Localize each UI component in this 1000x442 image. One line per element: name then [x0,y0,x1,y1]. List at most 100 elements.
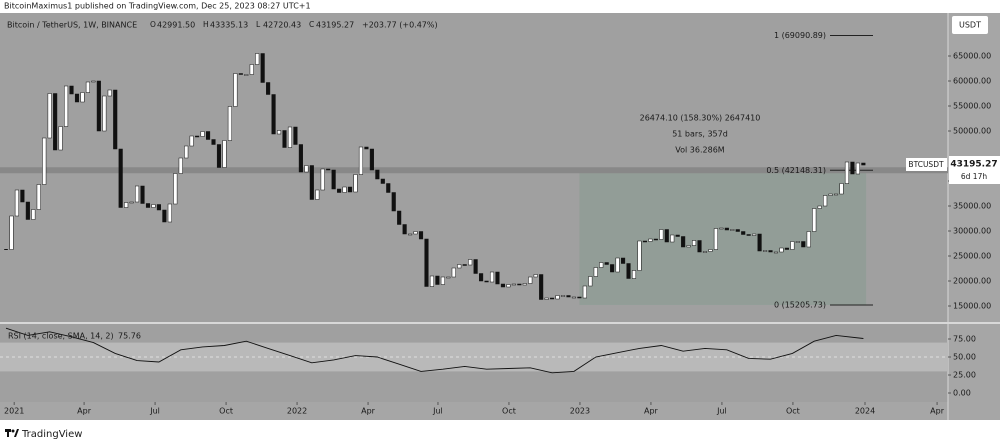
candle-body [582,285,587,299]
chart-layer: 1 (69090.89) 0.5 (42148.31) 0 (15205.73) 15… [0,31,991,416]
footer-brand: TradingView [21,429,82,440]
candle-body [446,276,451,279]
candle-body [424,238,429,287]
candle-body [664,229,669,243]
candle-body [588,276,593,287]
candle-body [315,189,320,200]
candle-body [260,53,265,83]
candle-body [304,165,309,173]
candle-body [571,296,576,299]
candle-body [342,186,347,193]
candle-body [287,126,293,148]
candle-body [124,202,129,208]
ticker-box [906,158,947,171]
candle-body [462,264,467,266]
candle-body [468,259,473,266]
candle-body [102,95,107,132]
x-tick-label: Apr [644,407,659,416]
candle-body [631,270,637,279]
candle-body [107,89,112,97]
candle-body [823,195,828,207]
x-tick-label: 2022 [287,407,307,416]
candle-body [238,73,243,75]
ohlc-key: C [309,20,314,29]
candle-body [566,295,571,298]
candle-body [255,53,260,65]
candle-body [697,240,702,253]
candle-body [408,233,413,236]
candle-body [642,240,647,243]
candle-body [353,174,358,193]
candle-body [20,189,25,203]
candle-body [577,296,582,299]
candle-body [162,209,167,223]
candle-body [118,148,123,208]
candle-body [648,238,653,242]
candle-body [216,144,222,168]
candle-body [309,165,314,200]
ohlc: O 42991.50 H 43335.13 L 42720.43 C 43195.27 +203… [150,20,438,30]
candle-body [692,240,697,246]
ohlc-change: +203.77 (+0.47%) [362,21,438,30]
y-tick-label: 50.00 [953,353,976,362]
candle-body [31,209,36,220]
candle-body [615,257,620,273]
byline: BitcoinMaximus1 published on TradingView… [4,2,311,11]
candle-body [724,227,729,231]
y-tick-label: 35000.00 [953,202,991,211]
candle-body [522,283,527,286]
y-tick-label: 20000.00 [953,277,991,286]
y-tick-label: 65000.00 [953,52,991,61]
candle-body [828,193,833,196]
candle-body [358,146,364,175]
candle-body [834,193,839,196]
candle-body [621,257,626,264]
ohlc-value: 42991.50 [157,21,195,30]
x-tick-label: Oct [219,407,233,416]
candle-body [167,203,172,223]
candle-body [473,259,478,274]
price-axis [948,13,1000,402]
candle-body [53,93,58,151]
candle-body [839,183,844,195]
y-tick-label: 75.00 [953,335,976,344]
candle-body [626,263,631,279]
candle-body [708,249,713,252]
candle-body [266,82,271,95]
candle-body [719,227,724,230]
measure-line: 51 bars, 357d [672,130,728,139]
candle-body [331,169,336,190]
y-tick-label: 60000.00 [953,77,991,86]
candle-body [145,203,151,208]
candle-body [129,201,134,204]
candle-body [9,215,14,250]
candle-body [418,231,424,240]
candle-body [790,241,795,250]
candle-body [140,185,145,204]
ohlc-value: 42720.43 [263,21,301,30]
candle-body [85,81,90,93]
y-tick-label: 50000.00 [953,127,991,136]
candle-body [200,131,205,137]
x-tick-label: Apr [930,407,945,416]
candle-body [741,231,746,235]
candle-body [36,184,41,210]
candle-body [817,205,822,209]
ohlc-key: O [150,20,156,29]
candle-body [686,245,691,248]
y-tick-label: 30000.00 [953,227,991,236]
candle-body [222,140,227,168]
candle-body [271,94,276,135]
candle-body [544,297,549,300]
candle-body [681,236,686,248]
candle-body [746,234,751,236]
ohlc-key: H [203,20,209,29]
candle-body [435,275,440,285]
candle-body [506,284,511,288]
time-axis [0,402,1000,420]
candle-body [659,229,664,240]
rsi-title: RSI (14, close, SMA, 14, 2) [8,332,114,341]
candle-body [637,240,642,271]
candle-body [58,126,63,151]
candle-body [391,192,396,212]
